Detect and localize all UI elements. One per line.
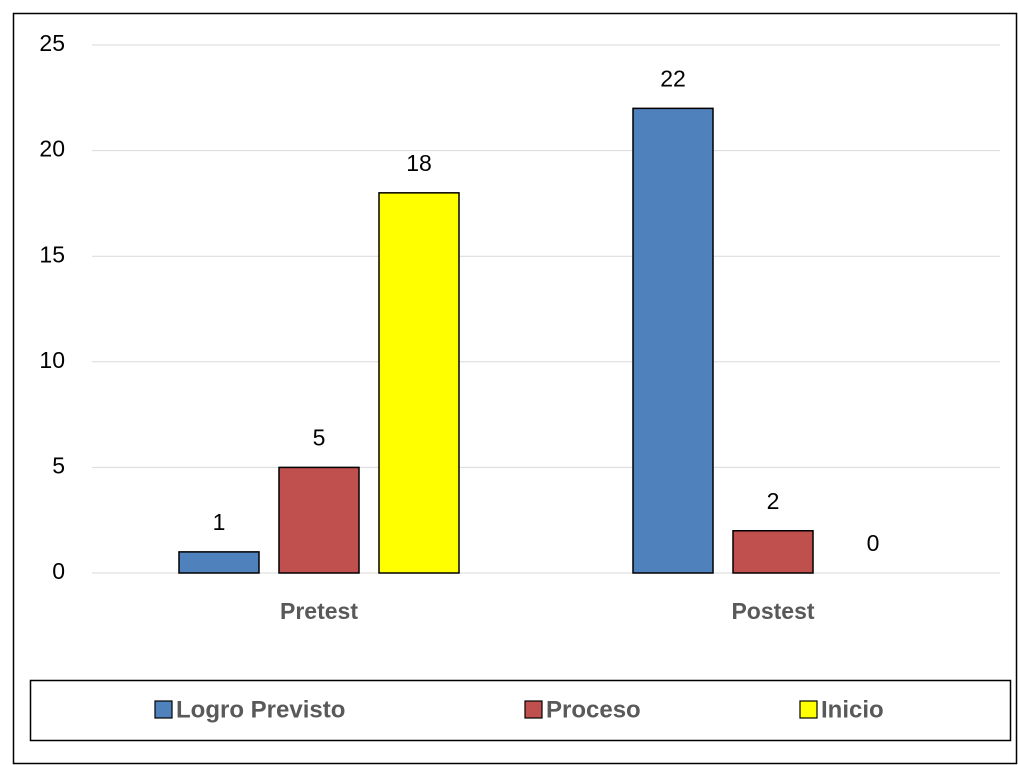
y-tick-label: 15 (39, 241, 65, 267)
legend-box (29, 679, 1012, 742)
bar (278, 466, 360, 574)
y-tick-label: 10 (39, 347, 65, 373)
legend-swatch (799, 700, 818, 719)
legend-swatch (154, 700, 173, 719)
y-tick-label: 25 (39, 30, 65, 56)
data-label: 18 (406, 150, 432, 176)
bar (632, 107, 714, 574)
y-tick-label: 20 (39, 136, 65, 162)
y-tick-label: 5 (52, 452, 65, 478)
data-label: 5 (313, 424, 326, 450)
y-tick-label: 0 (52, 558, 65, 584)
legend-label: Proceso (546, 696, 641, 723)
legend-label: Logro Previsto (176, 696, 345, 723)
data-label: 2 (767, 488, 780, 514)
bar (732, 530, 814, 574)
data-label: 1 (213, 509, 226, 535)
legend-swatch (524, 700, 543, 719)
bar (378, 192, 460, 574)
data-label: 22 (660, 65, 686, 91)
data-label: 0 (867, 530, 880, 556)
legend-label: Inicio (821, 696, 884, 723)
chart-border (12, 12, 1018, 765)
x-tick-label: Postest (731, 598, 814, 624)
x-tick-label: Pretest (280, 598, 358, 624)
bar (178, 551, 260, 574)
